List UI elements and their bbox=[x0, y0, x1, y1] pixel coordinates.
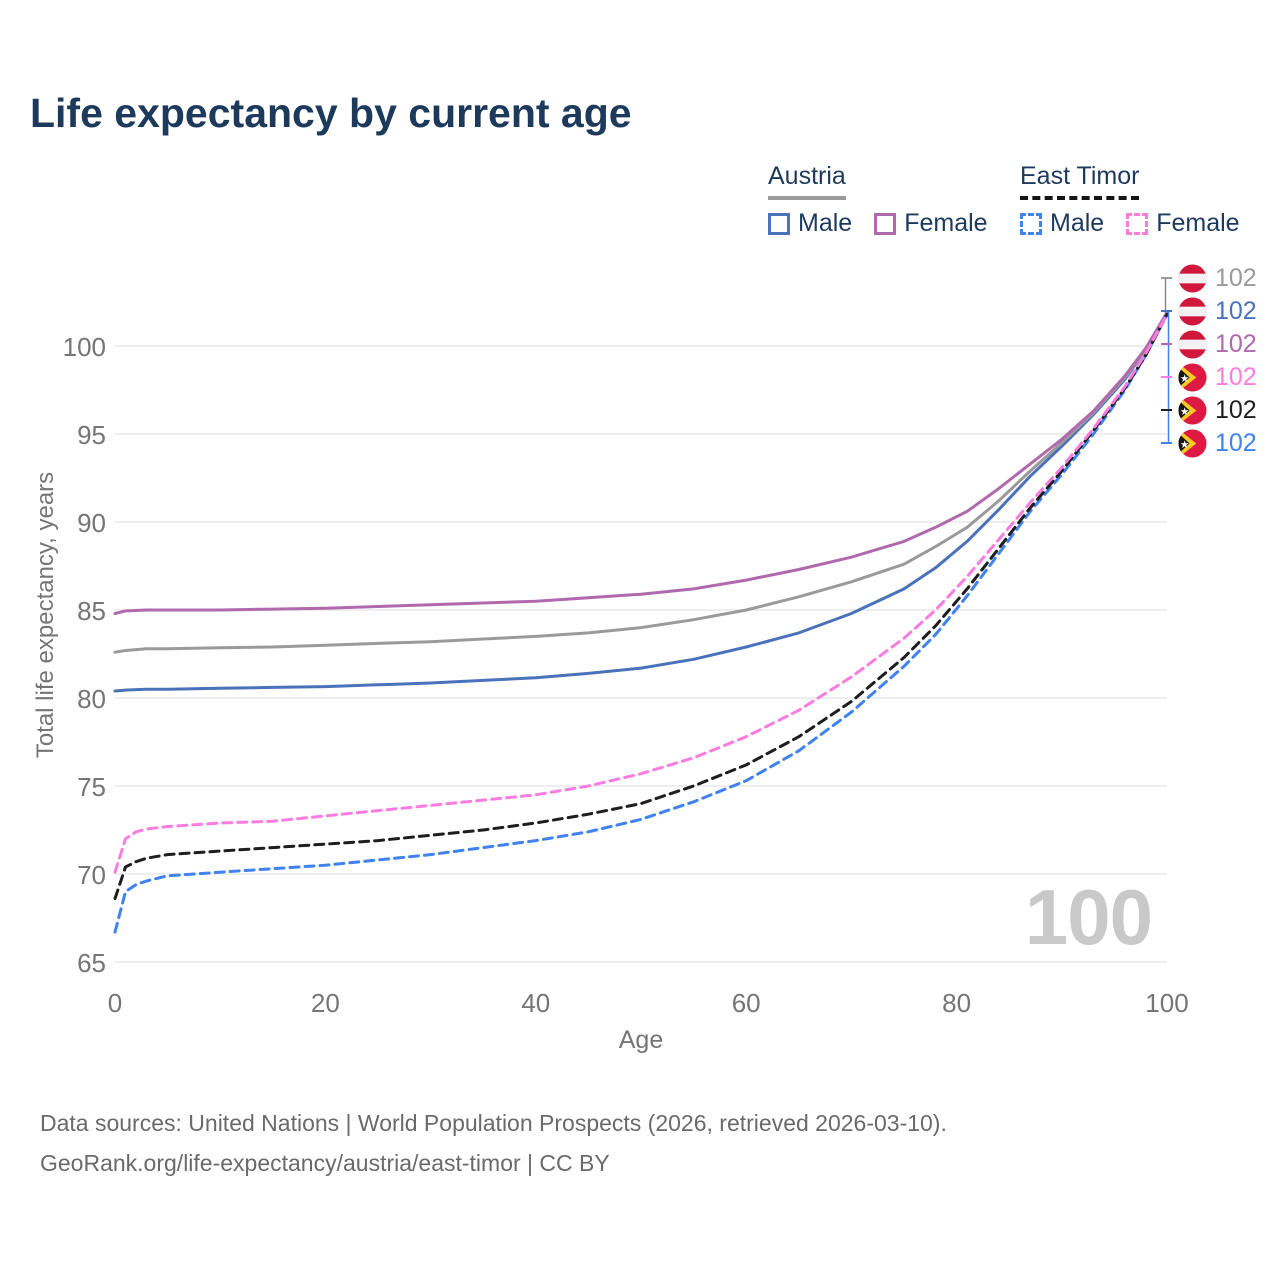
end-label-row-east-timor-5: ★ 102 bbox=[1178, 428, 1257, 458]
y-axis-title: Total life expectancy, years bbox=[32, 471, 59, 759]
end-value-label: 102 bbox=[1215, 429, 1257, 457]
series-line-austria-male[interactable] bbox=[113, 311, 1169, 693]
legend-label-east-timor-male: Male bbox=[1050, 209, 1105, 237]
attribution-link-text: GeoRank.org/life-expectancy/austria/east… bbox=[40, 1150, 610, 1176]
austria-male-swatch-icon bbox=[768, 212, 790, 235]
end-value-label: 102 bbox=[1215, 297, 1257, 325]
y-tick-95: 95 bbox=[77, 420, 106, 450]
end-label-row-east-timor-3: ★ 102 bbox=[1178, 362, 1257, 392]
x-tick-60: 60 bbox=[731, 988, 761, 1018]
y-tick-100: 100 bbox=[62, 332, 106, 362]
x-tick-100: 100 bbox=[1145, 988, 1189, 1018]
austria-flag-icon bbox=[1178, 329, 1207, 359]
legend-item-austria-male[interactable]: Male bbox=[768, 209, 852, 238]
east-timor-male-swatch-icon bbox=[1020, 212, 1042, 235]
age-watermark: 100 bbox=[1024, 873, 1153, 961]
svg-text:★: ★ bbox=[1180, 404, 1190, 417]
legend-item-east-timor-female[interactable]: Female bbox=[1126, 209, 1240, 238]
end-label-row-austria-1: 102 bbox=[1178, 296, 1257, 326]
end-value-label: 102 bbox=[1215, 396, 1257, 424]
legend-label-austria-female: Female bbox=[904, 209, 988, 237]
y-tick-65: 65 bbox=[77, 948, 106, 978]
legend-items-austria: Male Female bbox=[768, 209, 988, 238]
series-line-austria-all[interactable] bbox=[113, 311, 1169, 654]
austria-flag-icon bbox=[1178, 263, 1207, 293]
data-sources-text: Data sources: United Nations | World Pop… bbox=[40, 1110, 947, 1136]
legend-header-east-timor: East Timor bbox=[1020, 162, 1140, 200]
legend-item-east-timor-male[interactable]: Male bbox=[1020, 209, 1104, 238]
end-label-row-austria-2: 102 bbox=[1178, 329, 1257, 359]
x-tick-40: 40 bbox=[521, 988, 551, 1018]
end-value-label: 102 bbox=[1215, 264, 1257, 292]
series-line-east-timor-all[interactable] bbox=[113, 312, 1169, 901]
legend-group-east-timor: East Timor Male Female bbox=[1020, 162, 1240, 238]
x-axis-title: Age bbox=[618, 1026, 664, 1054]
legend-header-austria: Austria bbox=[768, 162, 846, 200]
series-line-east-timor-male[interactable] bbox=[113, 312, 1169, 934]
y-tick-90: 90 bbox=[77, 508, 106, 538]
y-tick-70: 70 bbox=[77, 860, 106, 890]
austria-female-swatch-icon bbox=[874, 212, 897, 235]
end-label-row-east-timor-4: ★ 102 bbox=[1178, 395, 1257, 425]
east-timor-flag-icon: ★ bbox=[1178, 362, 1207, 392]
legend-items-east-timor: Male Female bbox=[1020, 209, 1240, 238]
series-line-austria-female[interactable] bbox=[113, 311, 1169, 615]
east-timor-flag-icon: ★ bbox=[1178, 428, 1207, 458]
y-tick-85: 85 bbox=[77, 596, 106, 626]
end-value-label: 102 bbox=[1215, 363, 1257, 391]
end-label-row-austria-0: 102 bbox=[1178, 263, 1257, 293]
x-tick-80: 80 bbox=[942, 988, 972, 1018]
legend-item-austria-female[interactable]: Female bbox=[874, 209, 988, 238]
legend-group-austria: Austria Male Female bbox=[768, 162, 988, 238]
series-line-east-timor-female[interactable] bbox=[113, 312, 1169, 874]
end-value-label: 102 bbox=[1215, 330, 1257, 358]
east-timor-flag-icon: ★ bbox=[1178, 395, 1207, 425]
svg-text:★: ★ bbox=[1180, 437, 1190, 450]
x-tick-0: 0 bbox=[107, 988, 123, 1018]
svg-text:★: ★ bbox=[1180, 371, 1190, 384]
y-tick-75: 75 bbox=[77, 772, 106, 802]
legend-label-east-timor-female: Female bbox=[1156, 209, 1240, 237]
x-tick-20: 20 bbox=[310, 988, 340, 1018]
y-tick-80: 80 bbox=[77, 684, 106, 714]
east-timor-female-swatch-icon bbox=[1126, 212, 1149, 235]
page-title: Life expectancy by current age bbox=[30, 90, 632, 136]
austria-flag-icon bbox=[1178, 296, 1207, 326]
legend-label-austria-male: Male bbox=[798, 209, 853, 237]
